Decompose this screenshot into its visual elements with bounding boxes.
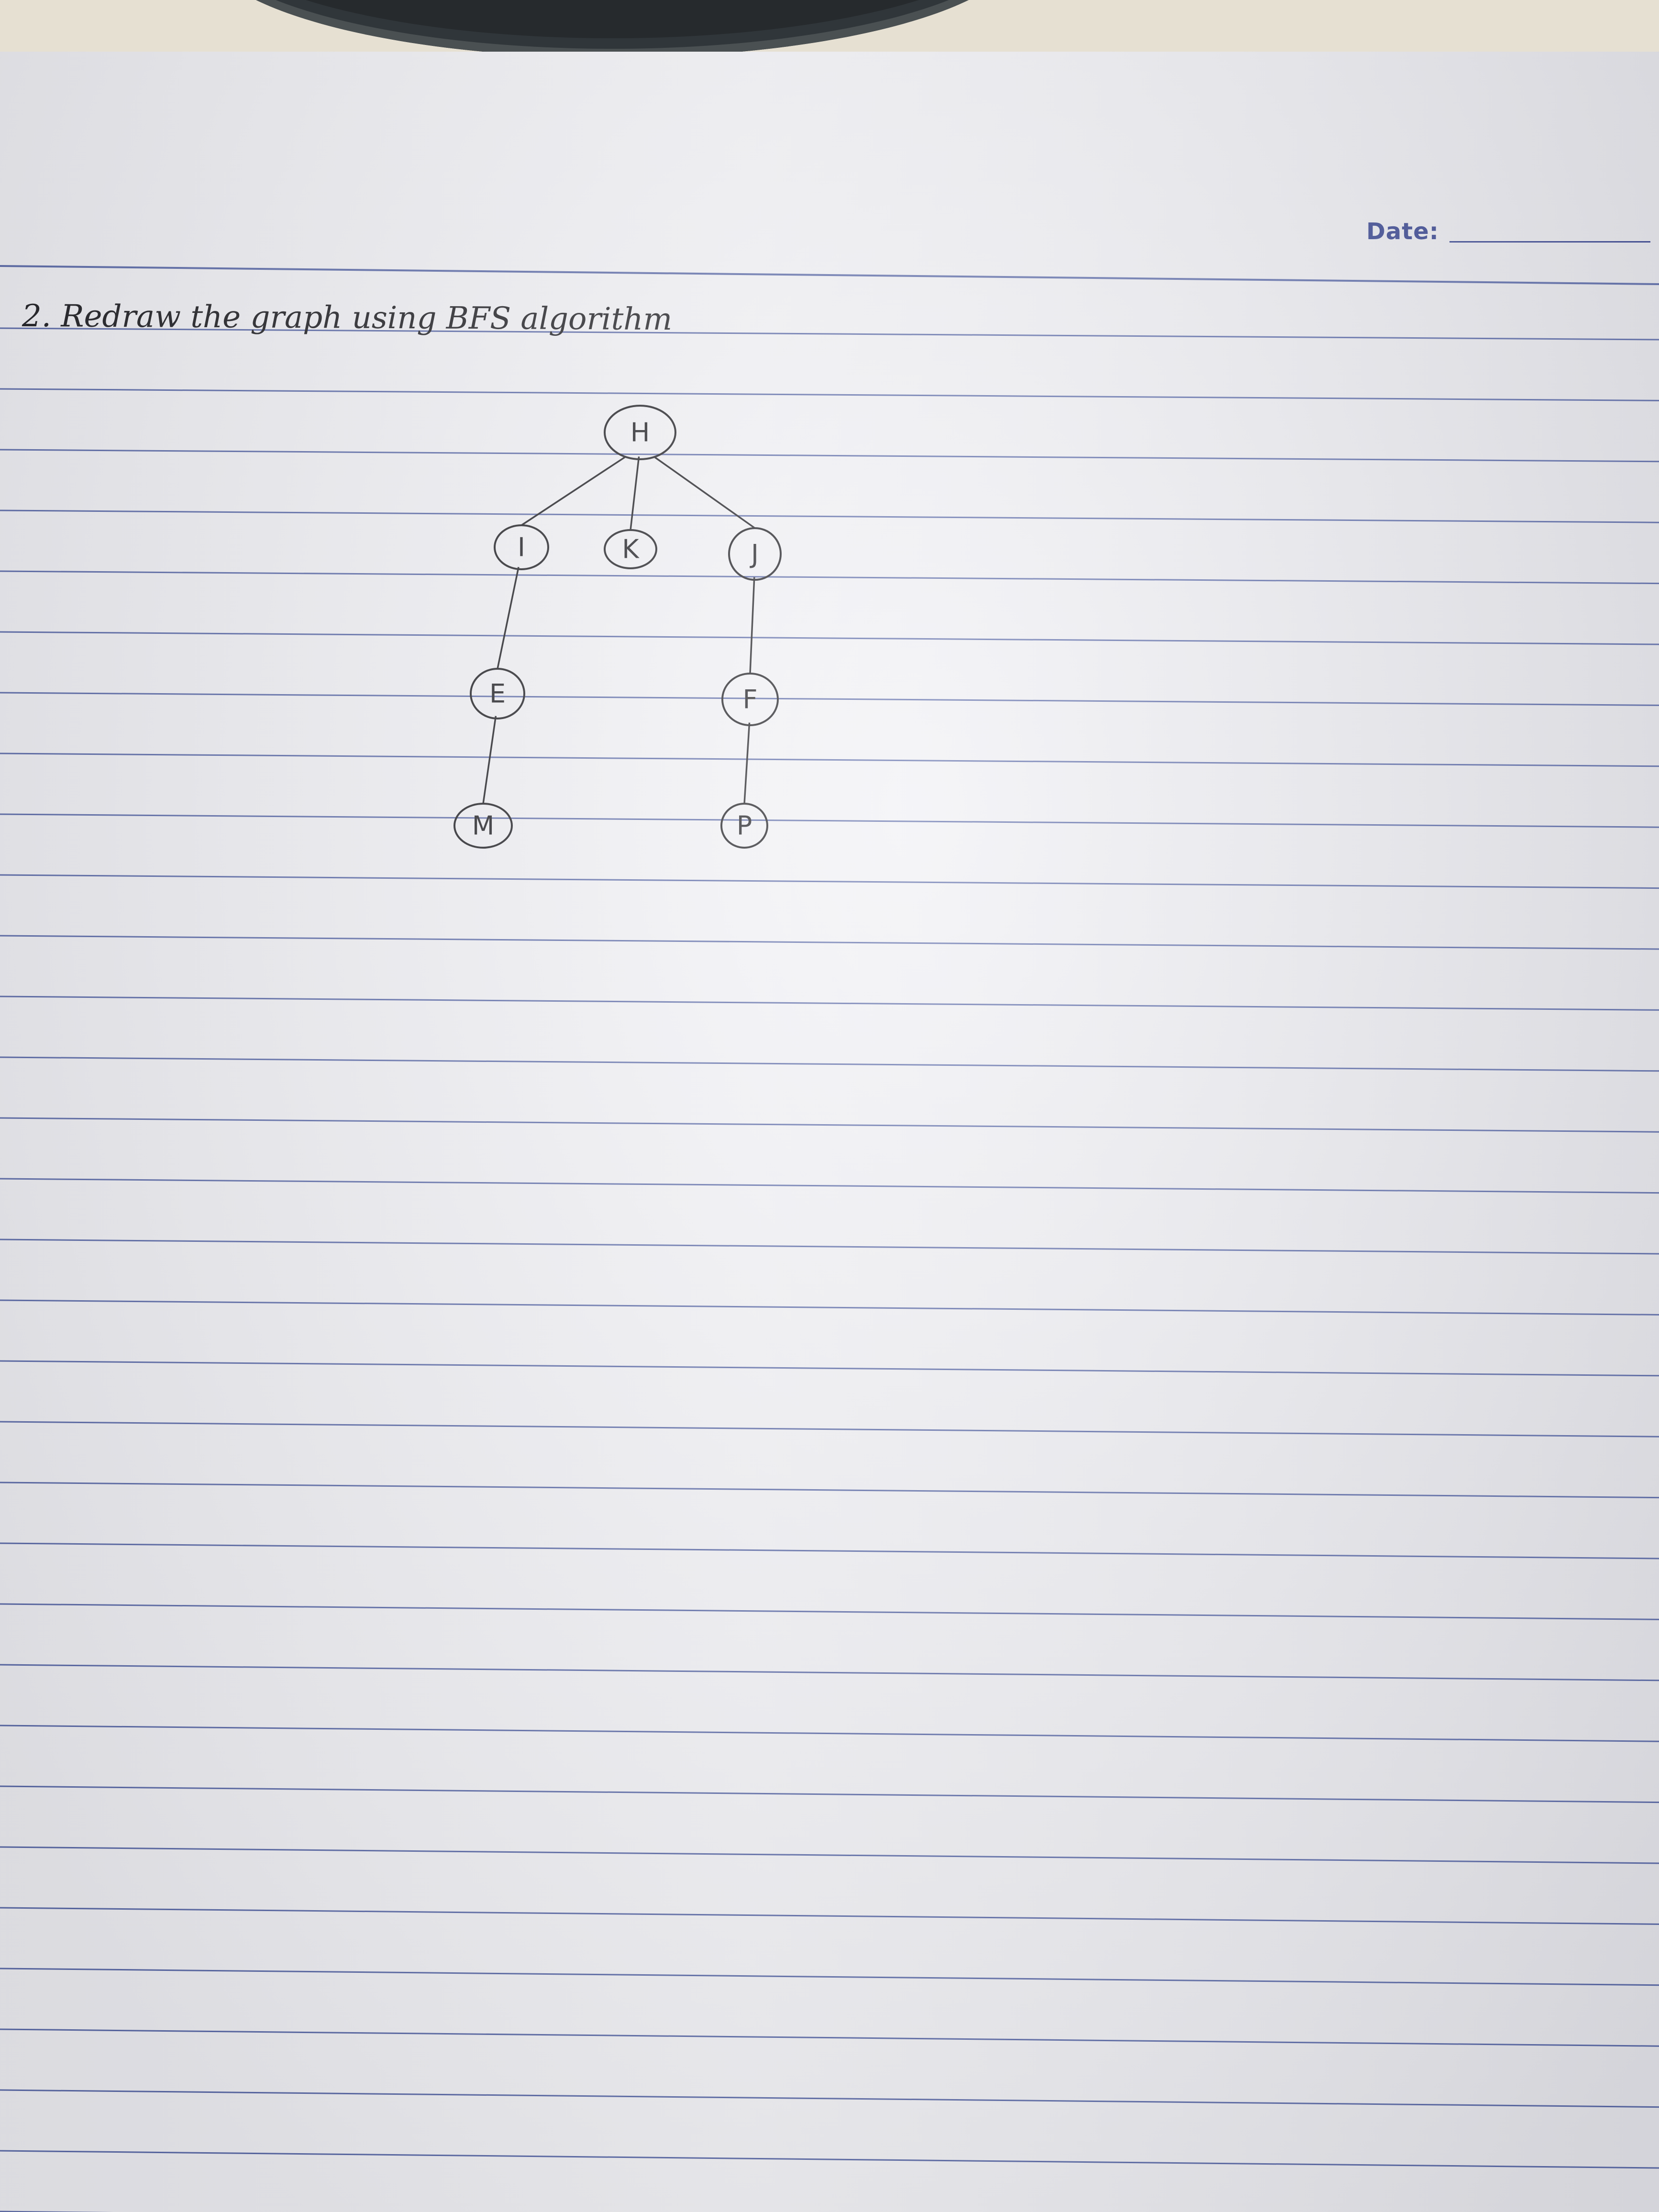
edge-J-F (749, 577, 755, 674)
node-circle (470, 668, 525, 719)
ruled-line (0, 388, 1659, 401)
ruled-line (0, 1785, 1659, 1803)
ruled-line (0, 1482, 1659, 1499)
edge-F-P (743, 722, 751, 804)
ruled-line (0, 1603, 1659, 1620)
node-circle (728, 527, 782, 581)
node-circle (604, 529, 657, 569)
node-circle (453, 803, 513, 849)
ruled-line (0, 1968, 1659, 1986)
ruled-line (0, 692, 1659, 706)
node-label: P (737, 811, 752, 841)
ruled-line (0, 2089, 1659, 2108)
edge-H-I (521, 455, 627, 526)
node-F: F (721, 673, 779, 726)
ruled-line (0, 570, 1659, 585)
node-label: M (472, 811, 495, 841)
node-I: I (494, 524, 549, 570)
ruled-line (0, 1299, 1659, 1316)
node-K: K (604, 529, 657, 569)
date-blank-line (1449, 241, 1650, 243)
ruled-line (0, 1421, 1659, 1438)
node-P: P (720, 803, 768, 849)
node-circle (604, 405, 676, 460)
ruled-line (0, 752, 1659, 767)
bfs-tree-drawing: H I K J E F M P (453, 405, 782, 849)
ruled-line (0, 2028, 1659, 2047)
node-M: M (453, 803, 513, 849)
ruled-line (0, 1846, 1659, 1864)
edge-E-M (482, 716, 497, 804)
node-E: E (470, 668, 525, 719)
dark-object-at-top (201, 0, 1024, 57)
edge-H-K (630, 456, 640, 531)
ruled-line (0, 1664, 1659, 1681)
header-rule-line (0, 265, 1659, 285)
edge-I-E (497, 567, 520, 669)
ruled-line (0, 935, 1659, 950)
ruled-line (0, 631, 1659, 645)
ruled-line (0, 1239, 1659, 1255)
ruled-line (0, 509, 1659, 523)
ruled-line (0, 1542, 1659, 1559)
date-label: Date: (1366, 218, 1439, 245)
ruled-line (0, 1360, 1659, 1377)
ruled-line (0, 1725, 1659, 1742)
node-circle (721, 673, 779, 726)
ruled-line (0, 874, 1659, 889)
ruled-lines (0, 265, 1659, 2212)
node-H: H (604, 405, 676, 460)
node-circle (720, 803, 768, 849)
node-J: J (728, 527, 782, 581)
node-label: H (630, 418, 650, 448)
notebook-page: Date: 2. Redraw the graph using BFS algo… (0, 52, 1659, 2212)
ruled-line (0, 449, 1659, 463)
edge-H-J (653, 455, 756, 529)
node-label: I (518, 532, 525, 563)
node-label: F (742, 685, 757, 715)
ruled-line (0, 1117, 1659, 1133)
ruled-line (0, 327, 1659, 341)
node-label: E (489, 679, 506, 709)
node-label: J (750, 539, 759, 569)
node-label: K (622, 534, 640, 564)
node-circle (494, 524, 549, 570)
ruled-line (0, 995, 1659, 1011)
ruled-line (0, 1907, 1659, 1925)
ruled-line (0, 813, 1659, 828)
ruled-line (0, 1178, 1659, 1194)
ruled-line (0, 2150, 1659, 2169)
ruled-line (0, 1056, 1659, 1072)
